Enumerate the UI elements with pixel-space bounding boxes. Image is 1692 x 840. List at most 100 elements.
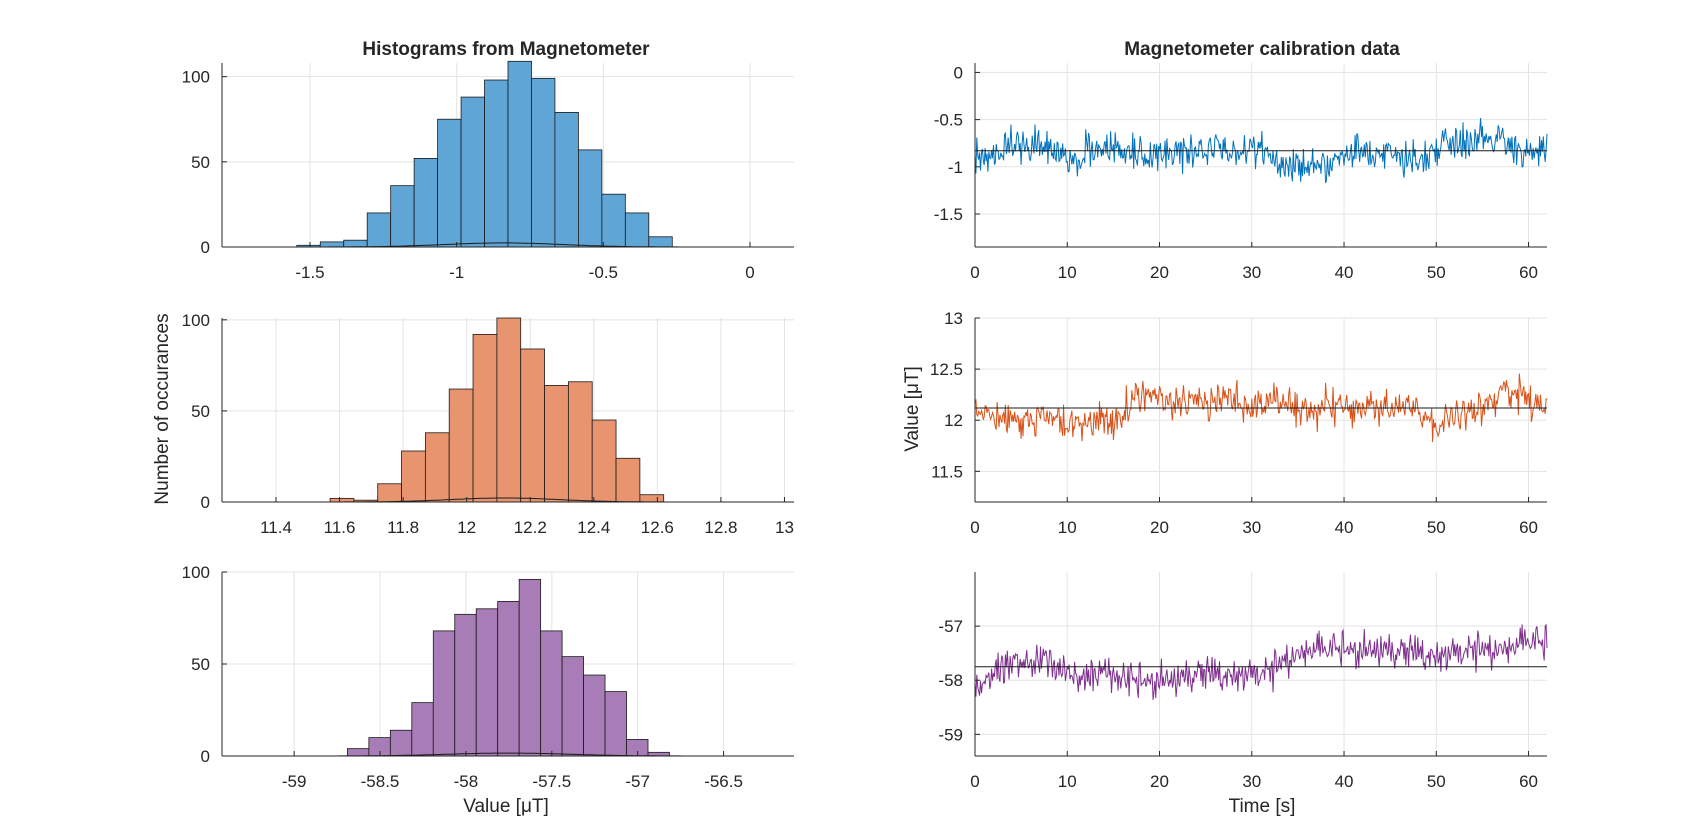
- x-tick-label: 10: [1058, 263, 1077, 282]
- histogram-bar: [343, 239, 368, 248]
- histogram-bar: [520, 348, 545, 503]
- histogram-bar: [544, 385, 569, 503]
- histogram-bar: [448, 388, 474, 503]
- x-tick-label: -56.5: [704, 772, 743, 791]
- y-tick-label: -58: [938, 671, 963, 690]
- histogram-bar: [390, 185, 415, 248]
- x-tick-label: -57: [625, 772, 650, 791]
- x-tick-label: 11.6: [324, 518, 356, 537]
- x-tick-label: 50: [1427, 772, 1446, 791]
- histogram-x-axis-label: Value [μT]: [463, 796, 549, 817]
- y-tick-label: 0: [201, 238, 210, 257]
- histogram-bar: [567, 381, 593, 503]
- timeseries-y-axis-label: Value [μT]: [902, 366, 923, 452]
- x-tick-label: 10: [1058, 772, 1077, 791]
- x-tick-label: 11.8: [387, 518, 419, 537]
- histogram-bar: [496, 317, 522, 503]
- x-tick-label: -1: [449, 263, 464, 282]
- y-tick-label: -59: [938, 725, 963, 744]
- x-tick-label: 0: [745, 263, 754, 282]
- histogram-bar: [601, 193, 626, 248]
- histogram-bar: [377, 483, 402, 503]
- y-tick-label: 12.5: [930, 360, 963, 379]
- x-tick-label: -58: [454, 772, 479, 791]
- x-tick-label: 40: [1335, 772, 1354, 791]
- x-tick-label: -58.5: [361, 772, 400, 791]
- y-tick-label: 13: [944, 309, 963, 328]
- x-tick-label: 50: [1427, 263, 1446, 282]
- x-tick-label: 40: [1335, 263, 1354, 282]
- histogram-bar: [411, 702, 434, 757]
- y-tick-label: -57: [938, 617, 963, 636]
- histogram-y-axis-label: Number of occurances: [152, 313, 173, 504]
- histogram-bar: [460, 96, 485, 248]
- histogram-bar: [366, 212, 392, 248]
- x-tick-label: 20: [1150, 772, 1169, 791]
- x-tick-label: 20: [1150, 518, 1169, 537]
- y-tick-label: -1: [948, 158, 963, 177]
- x-tick-label: 60: [1519, 772, 1538, 791]
- x-tick-label: 20: [1150, 263, 1169, 282]
- histogram-bar: [497, 601, 520, 757]
- x-tick-label: 0: [970, 263, 979, 282]
- histogram-bar: [648, 236, 673, 248]
- timeseries-z-axes: 0 10 20 30 40 50 60 -59 -58 -57: [938, 572, 1548, 791]
- timeseries-panel-title: Magnetometer calibration data: [1124, 39, 1400, 60]
- x-tick-label: -1.5: [295, 263, 324, 282]
- x-tick-label: -57.5: [532, 772, 571, 791]
- x-tick-label: 30: [1242, 263, 1261, 282]
- y-tick-label: 100: [182, 68, 210, 87]
- histogram-bar: [591, 419, 617, 503]
- timeseries-x-axis-label: Time [s]: [1229, 796, 1296, 817]
- histogram-bar: [624, 212, 650, 248]
- histogram-bar: [639, 494, 665, 503]
- histogram-bar: [531, 77, 556, 248]
- x-tick-label: 12.6: [641, 518, 674, 537]
- x-tick-label: 11.4: [260, 518, 292, 537]
- x-tick-label: 30: [1242, 518, 1261, 537]
- histogram-bar: [437, 118, 462, 248]
- histogram-bar: [424, 432, 450, 503]
- histogram-y-axes: 11.4 11.6 11.8 12 12.2 12.4 12.6 12.8 13 0 50 100: [182, 311, 794, 537]
- signal-line: [974, 373, 1548, 443]
- histogram-bar: [604, 691, 627, 757]
- y-tick-label: 12: [944, 411, 963, 430]
- histogram-bar: [454, 613, 477, 757]
- y-tick-label: 100: [182, 563, 210, 582]
- x-tick-label: -0.5: [589, 263, 618, 282]
- histogram-bar: [475, 608, 499, 757]
- histogram-bar: [583, 674, 606, 757]
- signal-line: [974, 623, 1548, 700]
- histogram-bar: [540, 630, 563, 757]
- x-tick-label: 10: [1058, 518, 1077, 537]
- histogram-bar: [319, 241, 345, 248]
- y-tick-label: 50: [191, 153, 210, 172]
- x-tick-label: -59: [282, 772, 307, 791]
- histogram-bar: [615, 457, 641, 503]
- histogram-x-axes: -1.5 -1 -0.5 0 0 50 100: [182, 60, 794, 282]
- histogram-bar: [401, 450, 426, 503]
- y-tick-label: 0: [201, 493, 210, 512]
- histogram-bar: [484, 79, 509, 248]
- histogram-bar: [472, 333, 498, 503]
- histogram-bar: [389, 729, 413, 757]
- y-tick-label: -0.5: [934, 111, 963, 130]
- histogram-bar: [346, 748, 370, 757]
- histogram-panel-title: Histograms from Magnetometer: [362, 39, 650, 60]
- histogram-z-axes: -59 -58.5 -58 -57.5 -57 -56.5 0 50 100: [182, 563, 794, 791]
- x-tick-label: 12.4: [577, 518, 610, 537]
- histogram-bar: [507, 60, 532, 248]
- x-tick-label: 0: [970, 772, 979, 791]
- timeseries-y-axes: 0 10 20 30 40 50 60 11.5 12 12.5 13: [930, 309, 1548, 537]
- x-tick-label: 0: [970, 518, 979, 537]
- x-tick-label: 50: [1427, 518, 1446, 537]
- y-tick-label: 100: [182, 311, 210, 330]
- histogram-bar: [432, 630, 456, 757]
- y-tick-label: 50: [191, 402, 210, 421]
- x-tick-label: 13: [775, 518, 794, 537]
- histogram-bar: [413, 158, 438, 248]
- histogram-bar: [561, 656, 584, 757]
- x-tick-label: 30: [1242, 772, 1261, 791]
- signal-line: [974, 117, 1548, 184]
- histogram-bar: [578, 149, 603, 248]
